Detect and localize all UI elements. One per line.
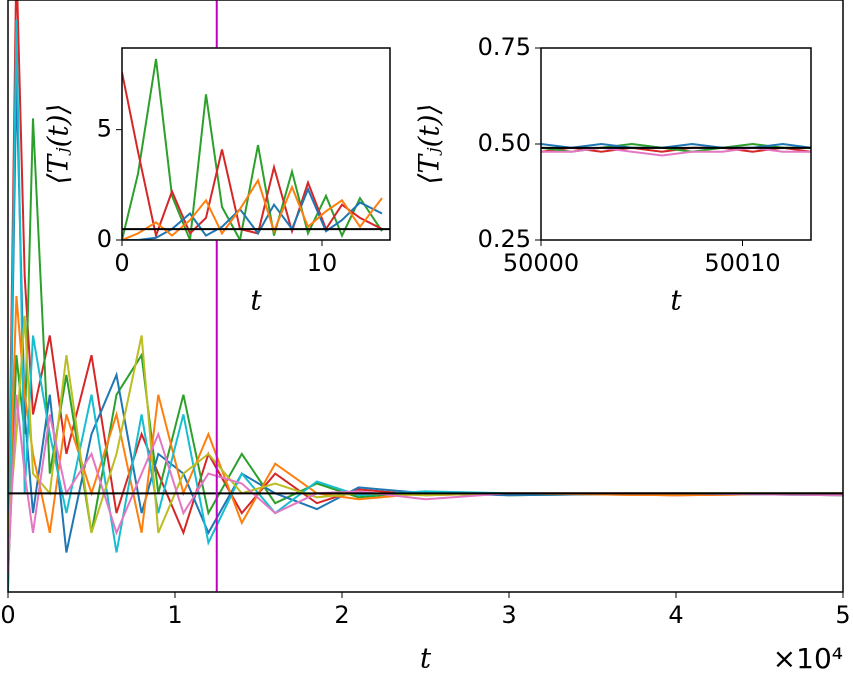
- x-tick-label: 0: [0, 601, 15, 629]
- axes-frame: [7, 0, 844, 593]
- y-axis-label: ⟨Tⱼ(t)⟩: [42, 103, 75, 184]
- series-line: [541, 146, 811, 157]
- x-axis-label: t: [670, 284, 682, 317]
- x-tick-label: 5: [835, 601, 850, 629]
- x-tick-label: 3: [501, 601, 516, 629]
- x-tick-label: 0: [114, 249, 129, 277]
- series-line: [122, 72, 383, 240]
- x-axis-label: t: [420, 642, 432, 675]
- series-line: [8, 19, 843, 592]
- plot-area: [122, 58, 390, 240]
- y-tick-label: 0: [97, 225, 112, 253]
- series-line: [122, 186, 383, 240]
- series-line: [541, 142, 811, 149]
- x-tick-label: 1: [167, 601, 182, 629]
- plot-area: [8, 0, 843, 592]
- y-tick-label: 5: [97, 115, 112, 143]
- x-tick-label: 10: [307, 249, 338, 277]
- y-tick-label: 0.50: [478, 129, 531, 157]
- y-axis-label: ⟨Tⱼ(t)⟩: [413, 103, 446, 184]
- y-tick-label: 0.25: [478, 225, 531, 253]
- plot-area: [541, 142, 811, 157]
- axes-frame: [121, 47, 391, 241]
- x-tick-label: 4: [668, 601, 683, 629]
- x-tick-label: 50000: [503, 249, 579, 277]
- x-offset-label: ×10⁴: [773, 642, 843, 675]
- x-tick-label: 50010: [704, 249, 780, 277]
- inset-background: [541, 48, 811, 240]
- series-line: [8, 295, 843, 553]
- x-tick-label: 2: [334, 601, 349, 629]
- series-line: [8, 394, 843, 573]
- y-tick-label: 0.75: [478, 33, 531, 61]
- x-axis-label: t: [250, 284, 262, 317]
- series-line: [8, 315, 843, 534]
